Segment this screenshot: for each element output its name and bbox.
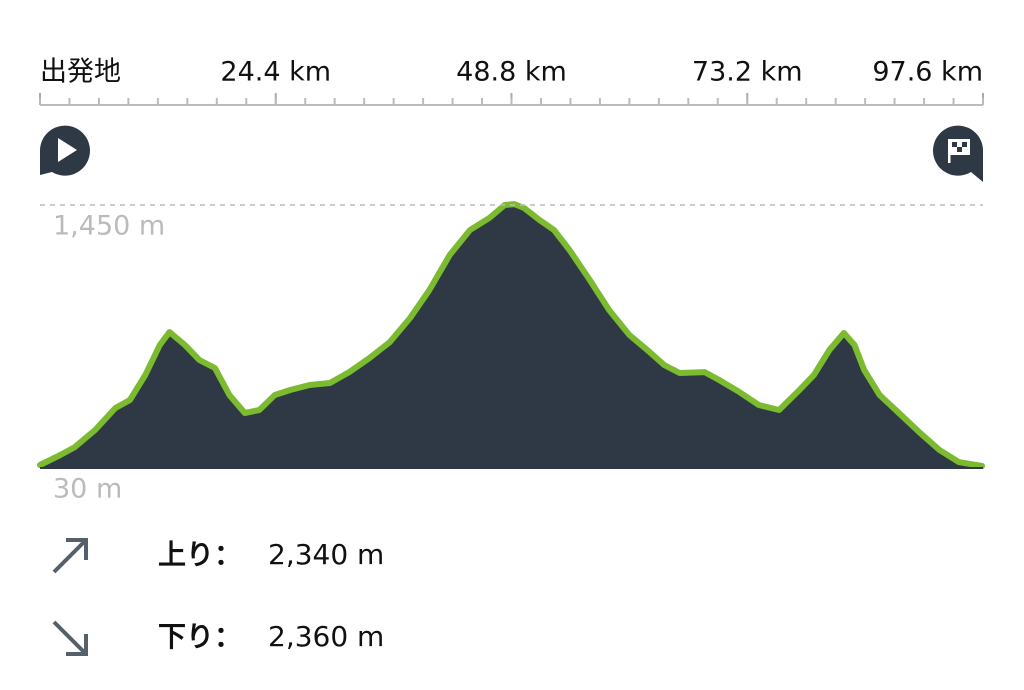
y-tick-label: 1,450 m	[53, 211, 165, 242]
descent-label: 下り：	[158, 620, 242, 653]
x-tick-label: 出発地	[40, 57, 121, 88]
ascent-icon	[52, 538, 88, 574]
ascent-label: 上り：	[158, 538, 242, 571]
y-tick-label: 30 m	[53, 474, 122, 505]
ascent-value: 2,340 m	[268, 538, 384, 571]
x-tick-label: 48.8 km	[456, 57, 567, 88]
x-tick-label: 73.2 km	[692, 57, 803, 88]
elevation-area	[40, 204, 983, 468]
start-marker	[40, 125, 90, 176]
descent-icon	[52, 620, 88, 656]
x-tick-label: 24.4 km	[220, 57, 331, 88]
finish-marker	[933, 125, 983, 182]
x-tick-label: 97.6 km	[872, 57, 983, 88]
descent-value: 2,360 m	[268, 620, 384, 653]
elevation-line	[37, 201, 985, 469]
